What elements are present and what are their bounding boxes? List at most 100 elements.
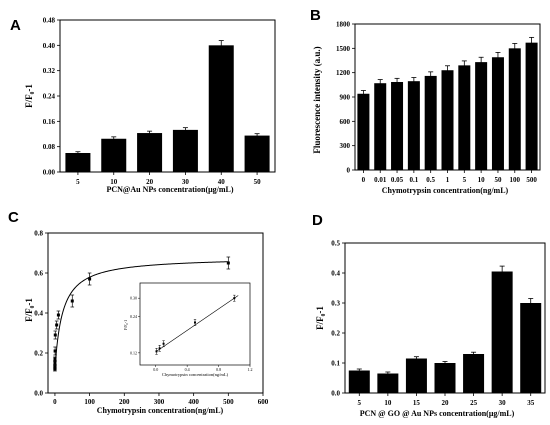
inset-x-tick-label: 0.8	[216, 367, 221, 372]
bar	[348, 370, 370, 393]
inset-y-axis-label: F/F₀-1	[123, 320, 128, 330]
bar	[374, 83, 387, 170]
x-tick-label: 20	[146, 178, 154, 186]
bar	[475, 62, 488, 170]
plot-area-b: 0 300 600 900 1200 1500 1800 0 0.01 0.05 0.1 0.5 1 5 1…	[336, 21, 541, 184]
x-tick-label: 10	[110, 178, 118, 186]
inset-fit-line	[155, 295, 239, 353]
x-tick-label: 600	[258, 398, 269, 406]
bar	[407, 81, 420, 170]
x-tick-label: 200	[119, 398, 130, 406]
bar	[208, 45, 234, 173]
y-tick-label: 0.2	[34, 350, 43, 358]
bar	[405, 358, 427, 393]
bar	[508, 48, 521, 171]
y-tick-label: 0.48	[43, 17, 56, 25]
bar	[491, 271, 513, 393]
x-tick-label: 300	[154, 398, 165, 406]
x-tick-label: 50	[254, 178, 262, 186]
x-tick-label: 500	[223, 398, 234, 406]
y-tick-label: 0.40	[43, 42, 56, 50]
panel-c: C F/F₀-1 Chymotrypsin concentration(ng/m…	[8, 209, 269, 415]
y-tick-label: 1200	[336, 69, 351, 77]
x-tick-label: 5	[463, 176, 467, 184]
data-point	[226, 261, 230, 265]
x-tick-label: 0	[53, 398, 57, 406]
inset-x-tick-label: 0.4	[185, 367, 190, 372]
x-tick-label: 0	[362, 176, 366, 184]
y-tick-label: 0.32	[43, 67, 56, 75]
x-tick-label: 5	[358, 399, 362, 407]
y-tick-label: 0.2	[331, 330, 340, 338]
x-tick-label: 0.5	[426, 176, 435, 184]
x-tick-label: 35	[527, 399, 535, 407]
y-axis-label-c: F/F₀-1	[24, 298, 34, 322]
data-point	[70, 299, 74, 303]
y-tick-label: 0	[347, 167, 351, 175]
y-tick-label: 0.8	[34, 230, 43, 238]
x-tick-label: 0.05	[391, 176, 404, 184]
data-point	[56, 313, 60, 317]
y-tick-label: 0.00	[43, 169, 56, 177]
x-tick-label: 10	[478, 176, 486, 184]
x-axis-label-c: Chymotrypsin concentration(ng/mL)	[97, 406, 224, 415]
x-tick-label: 50	[494, 176, 502, 184]
y-tick-label: 900	[340, 94, 351, 102]
x-tick-label: 25	[470, 399, 478, 407]
panel-d: D F/F₀-1 PCN @ GO @ Au NPs concentration…	[312, 212, 546, 418]
bar	[458, 65, 471, 170]
data-point	[53, 349, 57, 353]
inset-y-tick-label: 0.12	[130, 350, 137, 355]
bar	[65, 153, 91, 172]
inset-data-point	[162, 342, 165, 345]
inset-x-tick-label: 1.2	[248, 367, 253, 372]
bar	[491, 57, 504, 170]
bar	[357, 93, 370, 170]
x-tick-label: 0.1	[409, 176, 418, 184]
x-tick-label: 10	[384, 399, 392, 407]
bar	[463, 354, 485, 393]
x-tick-label: 500	[526, 176, 537, 184]
x-axis-label-d: PCN @ GO @ Au NPs concentration(μg/mL)	[360, 409, 515, 418]
bar	[424, 75, 437, 170]
x-tick-label: 1	[446, 176, 450, 184]
y-tick-label: 0.6	[34, 270, 43, 278]
x-axis-label-b: Chymotrypsin concentration(ng/mL)	[382, 186, 509, 195]
inset-data-point	[158, 347, 161, 350]
data-point	[53, 333, 57, 337]
y-tick-label: 600	[340, 118, 351, 126]
bar	[441, 70, 454, 170]
panel-letter-d: D	[312, 212, 323, 229]
plot-area-c: 0.0 0.2 0.4 0.6 0.8 0 100 200 300 400 500 600	[34, 230, 269, 407]
bar	[377, 373, 399, 393]
x-tick-label: 30	[182, 178, 190, 186]
y-axis-label-a: F/F₀-1	[24, 84, 34, 108]
panel-letter-c: C	[8, 209, 19, 226]
y-tick-label: 0.0	[34, 390, 43, 398]
y-axis-label-d: F/F₀-1	[315, 306, 325, 330]
bar	[391, 81, 404, 170]
x-tick-label: 30	[499, 399, 507, 407]
x-tick-label: 20	[442, 399, 450, 407]
bar	[244, 135, 270, 172]
fit-curve	[54, 261, 229, 370]
y-tick-label: 0.4	[34, 310, 43, 318]
panel-letter-b: B	[310, 7, 321, 24]
data-point	[55, 323, 59, 327]
inset-x-tick-label: 0.0	[153, 367, 158, 372]
x-tick-label: 0.01	[374, 176, 387, 184]
inset-x-axis-label: Chymotrypsin concentration(ng/mL)	[162, 372, 229, 377]
panel-b: B Fluorescence intensity (a.u.) Chymotry…	[310, 7, 541, 195]
y-tick-label: 0.08	[43, 143, 56, 151]
y-tick-label: 300	[340, 142, 351, 150]
bar	[137, 133, 163, 172]
data-point	[53, 357, 57, 361]
y-tick-label: 1500	[336, 45, 351, 53]
x-tick-label: 400	[188, 398, 199, 406]
x-tick-label: 5	[76, 178, 80, 186]
bar	[520, 303, 542, 393]
y-axis-label-b: Fluorescence intensity (a.u.)	[312, 46, 322, 153]
y-tick-label: 0.0	[331, 390, 340, 398]
y-tick-label: 1800	[336, 21, 351, 29]
